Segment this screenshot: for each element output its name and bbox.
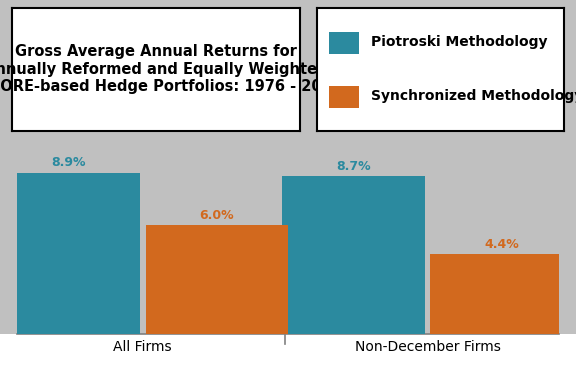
Text: 6.0%: 6.0% [199,209,234,222]
Bar [282,176,425,334]
Text: Gross Average Annual Returns for
Annually Reformed and Equally Weighted
FSCORE-b: Gross Average Annual Returns for Annuall… [0,44,342,94]
Text: Synchronized Methodology: Synchronized Methodology [372,89,576,103]
Bar [329,86,359,108]
Bar [0,172,140,334]
Bar [430,254,573,334]
Bar [329,32,359,55]
Text: Piotroski Methodology: Piotroski Methodology [372,35,548,49]
Text: 4.4%: 4.4% [484,238,519,251]
Bar [146,225,288,334]
Text: 8.9%: 8.9% [51,156,86,169]
Text: 8.7%: 8.7% [336,159,371,172]
